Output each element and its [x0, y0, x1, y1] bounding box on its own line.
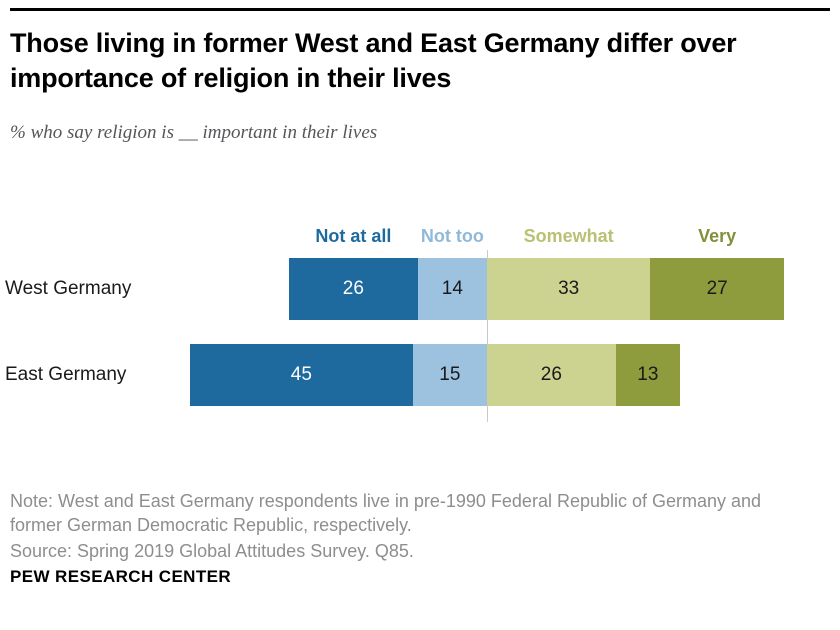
page-title: Those living in former West and East Ger…: [10, 28, 737, 93]
bar-segment-east-germany-somewhat: 26: [487, 344, 616, 406]
bar-row-west-germany: West Germany 26 14 33 27: [0, 258, 840, 320]
page-subtitle: % who say religion is __ important in th…: [10, 122, 378, 143]
brand-label: PEW RESEARCH CENTER: [10, 567, 232, 586]
bar-segment-east-germany-very: 13: [615, 344, 681, 406]
note-text: Note: West and East Germany respondents …: [10, 491, 762, 536]
legend-not-at-all: Not at all: [315, 226, 392, 246]
top-divider-rule: [10, 8, 830, 11]
bar-segment-east-germany-not-too: 15: [412, 344, 487, 406]
legend-somewhat: Somewhat: [523, 226, 614, 246]
bar-segment-west-germany-not-at-all: 26: [289, 258, 418, 320]
bar-row-east-germany: East Germany 45 15 26 13: [0, 344, 840, 406]
bar-segment-west-germany-very: 27: [650, 258, 784, 320]
footnote-block: Note: West and East Germany respondents …: [10, 489, 788, 563]
center-axis-line: [487, 250, 488, 422]
source-text: Source: Spring 2019 Global Attitudes Sur…: [10, 540, 414, 561]
legend-very: Very: [698, 226, 737, 246]
category-label-west-germany: West Germany: [5, 278, 132, 299]
category-label-east-germany: East Germany: [5, 364, 127, 385]
bar-segment-east-germany-not-at-all: 45: [190, 344, 413, 406]
chart-area: Not at all Not too Somewhat Very West Germa…: [0, 220, 840, 435]
legend-not-too: Not too: [420, 226, 484, 246]
bar-segment-west-germany-somewhat: 33: [487, 258, 651, 320]
bar-segment-west-germany-not-too: 14: [417, 258, 487, 320]
